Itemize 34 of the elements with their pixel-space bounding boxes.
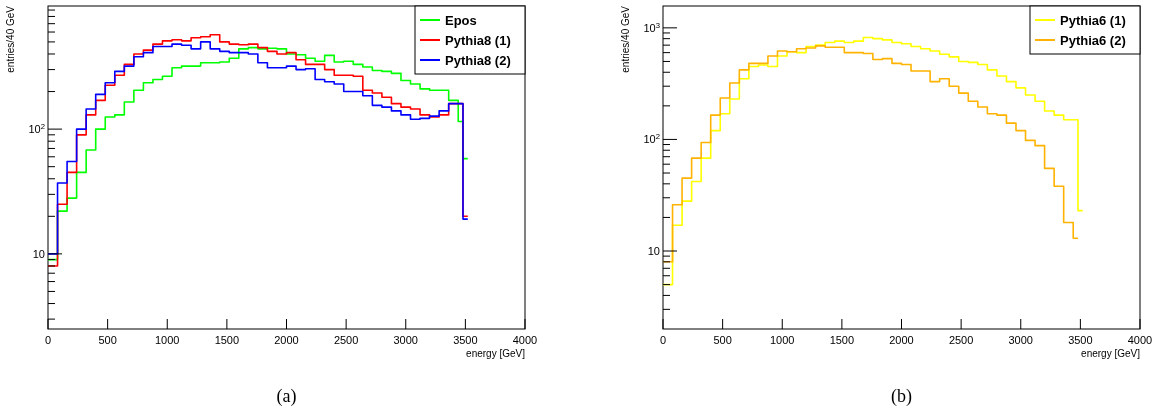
y-axis-title: entries/40 GeV — [5, 5, 16, 73]
x-tick-label: 4000 — [512, 334, 538, 346]
text: (a) — [276, 386, 297, 407]
x-tick-label: 3000 — [393, 334, 418, 346]
x-tick-label: 2500 — [948, 334, 974, 346]
legend-label: Pythia6 (2) — [1060, 33, 1126, 48]
x-tick-label: 2000 — [274, 334, 299, 346]
x-axis-title: energy [GeV] — [1081, 348, 1141, 359]
legend-label: Pythia8 (2) — [445, 53, 511, 68]
y-axis-title: entries/40 GeV — [620, 5, 631, 73]
x-tick-label: 3500 — [1068, 334, 1093, 346]
y-tick-label: 10$^{2}$ — [643, 131, 660, 146]
x-tick-label: 1500 — [214, 334, 240, 346]
x-tick-label: 2000 — [889, 334, 914, 346]
x-axis-title: energy [GeV] — [466, 348, 526, 359]
x-tick-label: 500 — [98, 334, 117, 346]
legend-label: Epos — [445, 13, 477, 28]
x-tick-label: 1000 — [155, 334, 180, 346]
x-tick-label: 0 — [44, 334, 52, 346]
x-tick-label: 500 — [713, 334, 732, 346]
x-tick-label: 0 — [659, 334, 667, 346]
text: (b) — [891, 386, 912, 407]
x-tick-label: 2500 — [333, 334, 359, 346]
x-tick-label: 4000 — [1127, 334, 1153, 346]
x-tick-label: 1000 — [770, 334, 795, 346]
legend-label: Pythia6 (1) — [1060, 13, 1126, 28]
legend-label: Pythia8 (1) — [445, 33, 511, 48]
x-tick-label: 3500 — [453, 334, 478, 346]
y-tick-label: 10$^{3}$ — [643, 20, 660, 34]
y-tick-label: 10 — [32, 247, 45, 260]
x-tick-label: 3000 — [1008, 334, 1033, 346]
y-tick-label: 10$^{2}$ — [28, 121, 45, 136]
x-tick-label: 1500 — [829, 334, 855, 346]
y-tick-label: 10 — [647, 245, 660, 258]
